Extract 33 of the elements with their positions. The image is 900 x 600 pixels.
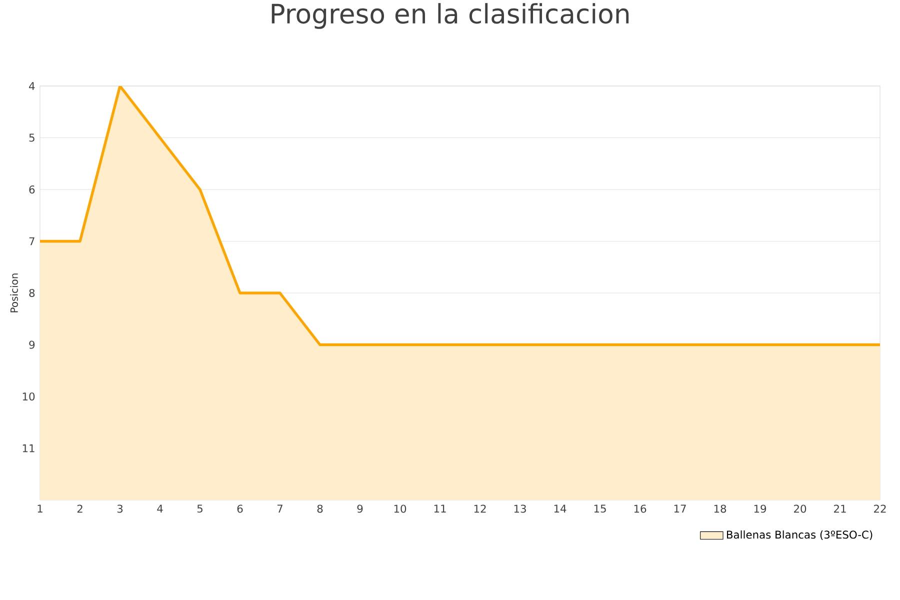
x-tick-label: 21	[834, 504, 846, 513]
x-tick-label: 12	[474, 504, 486, 513]
x-tick-label: 4	[157, 504, 163, 512]
x-tick-label: 3	[117, 504, 123, 513]
x-tick-label: 22	[874, 504, 886, 513]
x-tick-label: 11	[434, 504, 446, 512]
y-tick-label: 5	[29, 134, 34, 142]
x-tick-label: 6	[237, 504, 243, 513]
y-axis-title: Posicion	[10, 274, 18, 312]
y-tick-label: 11	[22, 444, 34, 452]
x-tick-label: 1	[38, 504, 42, 512]
y-tick-label: 10	[22, 392, 35, 401]
y-tick-label: 6	[29, 185, 35, 194]
x-tick-label: 9	[357, 504, 363, 513]
x-tick-label: 7	[277, 504, 282, 512]
x-tick-label: 15	[594, 504, 606, 513]
x-tick-label: 20	[794, 504, 806, 513]
x-tick-label: 13	[514, 504, 526, 513]
x-tick-label: 5	[197, 504, 202, 513]
y-tick-label: 8	[29, 288, 35, 298]
legend-label: Ballenas Blancas (3ºESO-C)	[726, 530, 872, 540]
x-tick-label: 8	[317, 504, 323, 513]
x-tick-label: 18	[714, 504, 726, 513]
x-tick-label: 19	[754, 504, 766, 513]
x-tick-label: 10	[394, 504, 406, 513]
y-tick-label: 9	[29, 340, 35, 349]
x-tick-label: 17	[674, 504, 686, 512]
y-tick-label: 7	[29, 237, 34, 246]
x-tick-label: 2	[77, 504, 82, 513]
chart-title: Progreso en la clasificacion	[272, 3, 629, 29]
y-tick-label: 4	[29, 82, 35, 90]
x-tick-label: 16	[634, 504, 646, 513]
x-tick-label: 14	[554, 504, 566, 512]
